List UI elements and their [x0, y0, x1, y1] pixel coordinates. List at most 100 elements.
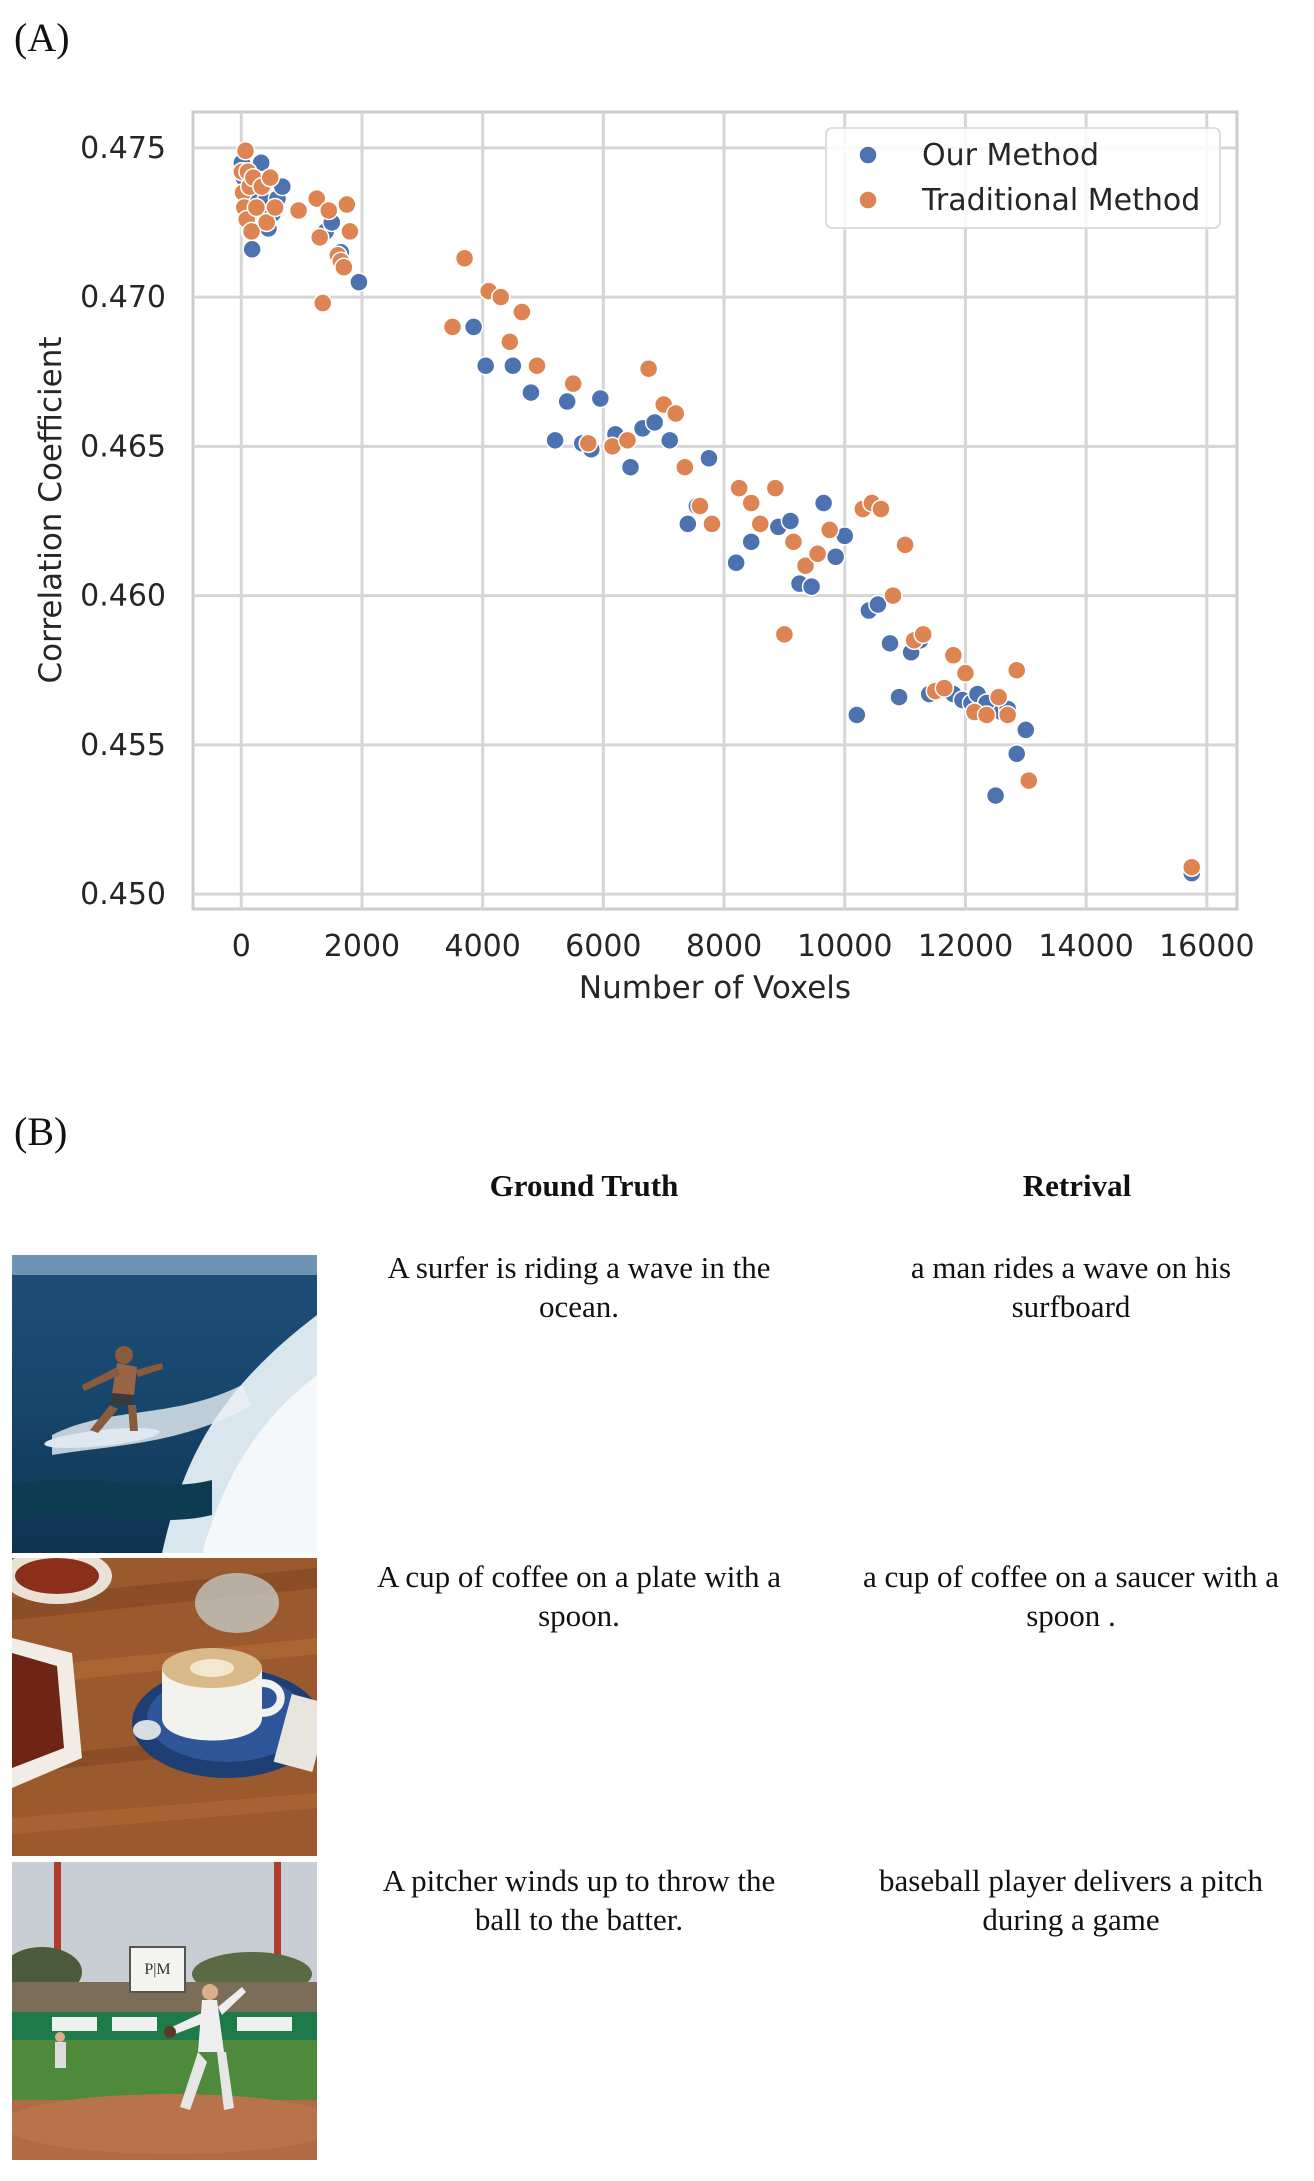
x-tick-label: 2000 [324, 929, 400, 964]
point-our-method [620, 457, 641, 477]
point-traditional-method [895, 535, 915, 555]
point-our-method [590, 388, 611, 409]
caption-line: during a game [982, 1902, 1160, 1937]
point-our-method [880, 633, 900, 654]
point-traditional-method [690, 496, 710, 516]
point-traditional-method [491, 287, 511, 307]
point-our-method [699, 448, 719, 469]
point-traditional-method [334, 257, 354, 277]
point-our-method [242, 239, 262, 260]
point-traditional-method [454, 248, 475, 269]
baseball-image: P|M [12, 1862, 317, 2160]
point-traditional-method [666, 403, 686, 424]
x-tick-label: 6000 [565, 929, 641, 964]
point-our-method [659, 430, 680, 451]
point-traditional-method [988, 687, 1009, 707]
legend-marker-our-method [858, 145, 878, 165]
point-traditional-method [1019, 770, 1039, 791]
point-our-method [889, 687, 909, 707]
grid-lines [193, 112, 1237, 909]
x-tick-labels: 0 2000 4000 6000 8000 10000 12000 14000 16000 [232, 929, 1255, 964]
point-our-method [825, 547, 846, 567]
point-traditional-method [934, 678, 955, 698]
y-tick-label: 0.455 [80, 728, 166, 763]
point-our-method [545, 430, 565, 451]
legend-label-traditional-method: Traditional Method [921, 183, 1200, 218]
y-tick-label: 0.460 [80, 579, 166, 614]
y-tick-label: 0.475 [80, 131, 166, 166]
point-our-method [868, 594, 888, 615]
x-tick-label: 0 [232, 929, 251, 964]
plot-background [191, 110, 1239, 911]
point-traditional-method [807, 544, 828, 564]
scatter-chart: 0 2000 4000 6000 8000 10000 12000 14000 16000 0.… [33, 110, 1255, 1006]
caption-line: surfboard [1011, 1289, 1131, 1324]
coffee-image [12, 1558, 317, 1856]
point-our-method [985, 785, 1006, 806]
scoreboard-text: P|M [144, 1961, 170, 1978]
point-traditional-method [741, 493, 761, 513]
point-our-method [847, 705, 867, 725]
caption-ret-1: a man rides a wave on his surfboard [836, 1248, 1306, 1326]
point-traditional-method [913, 624, 933, 645]
point-traditional-method [750, 514, 771, 534]
caption-gt-3: A pitcher winds up to throw the ball to … [344, 1861, 814, 1939]
caption-ret-2: a cup of coffee on a saucer with a spoon… [836, 1557, 1306, 1635]
y-tick-label: 0.450 [80, 877, 166, 912]
point-traditional-method [729, 478, 749, 498]
caption-ret-3: baseball player delivers a pitch during … [836, 1861, 1306, 1939]
x-tick-label: 12000 [918, 929, 1013, 964]
point-our-method [1016, 720, 1036, 740]
point-traditional-method [512, 302, 532, 322]
x-tick-label: 16000 [1159, 929, 1254, 964]
caption-line: spoon . [1026, 1598, 1116, 1633]
caption-line: baseball player delivers a pitch [879, 1863, 1263, 1898]
point-traditional-method [578, 433, 599, 454]
panel-a-label: (A) [14, 15, 70, 60]
x-tick-label: 14000 [1038, 929, 1133, 964]
point-traditional-method [563, 373, 583, 394]
caption-line: a cup of coffee on a saucer with a [862, 1559, 1279, 1594]
point-traditional-method [288, 200, 309, 221]
point-our-method [813, 493, 834, 513]
point-traditional-method [500, 332, 520, 352]
caption-line: ocean. [538, 1289, 620, 1324]
x-tick-label: 10000 [797, 929, 892, 964]
point-traditional-method [1006, 660, 1027, 680]
point-traditional-method [638, 358, 659, 379]
point-traditional-method [702, 514, 722, 534]
point-our-method [557, 391, 577, 412]
point-traditional-method [955, 663, 976, 683]
point-traditional-method [997, 705, 1018, 725]
point-traditional-method [337, 194, 357, 215]
point-traditional-method [675, 457, 695, 477]
point-our-method [521, 382, 541, 403]
point-traditional-method [312, 293, 333, 313]
y-tick-label: 0.470 [80, 280, 166, 315]
point-traditional-method [774, 624, 795, 645]
legend-marker-traditional-method [858, 190, 878, 210]
point-traditional-method [527, 355, 547, 376]
x-tick-label: 8000 [686, 929, 762, 964]
x-axis-label: Number of Voxels [579, 970, 851, 1006]
point-traditional-method [765, 478, 786, 498]
legend-box [825, 127, 1221, 229]
point-traditional-method [1181, 857, 1202, 877]
point-traditional-method [265, 197, 285, 218]
data-points [232, 141, 1202, 883]
point-our-method [1006, 744, 1027, 764]
point-our-method [251, 152, 271, 173]
caption-line: A cup of coffee on a plate with a [377, 1559, 781, 1594]
point-traditional-method [442, 317, 463, 337]
point-traditional-method [871, 499, 891, 519]
point-our-method [644, 412, 665, 433]
legend: Our Method Traditional Method [825, 127, 1221, 229]
y-tick-labels: 0.450 0.455 0.460 0.465 0.470 0.475 [80, 131, 166, 912]
caption-line: A pitcher winds up to throw the [382, 1863, 776, 1898]
point-traditional-method [795, 555, 816, 576]
column-header-ground-truth: Ground Truth [489, 1168, 679, 1203]
caption-line: ball to the batter. [474, 1902, 684, 1937]
point-traditional-method [783, 532, 804, 552]
caption-gt-1: A surfer is riding a wave in the ocean. [344, 1248, 814, 1326]
point-traditional-method [340, 221, 360, 242]
